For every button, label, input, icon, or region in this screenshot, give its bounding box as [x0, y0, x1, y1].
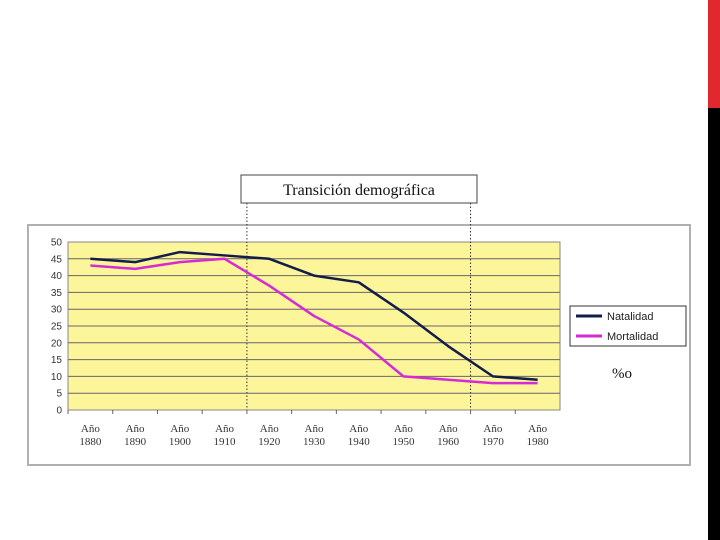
x-tick-label: Año 1890	[124, 423, 147, 448]
y-axis-ticks: 0 5 10 15 20 25 30 35 40 45 50	[51, 238, 63, 417]
series-line-natalidad	[90, 250, 538, 382]
right-edge-accent	[708, 0, 720, 108]
x-tick-label: Año 1910	[214, 423, 237, 448]
legend	[569, 305, 687, 347]
x-axis-ticks: Año 1880 Año 1890 Año 1900 Año 1910 Año 1920 Año 19…	[67, 410, 550, 448]
x-tick-label: Año 1960	[437, 423, 460, 448]
phase-markers	[246, 203, 472, 410]
x-tick-label: Año 1950	[392, 423, 415, 448]
x-tick-label: Año 1940	[348, 423, 371, 448]
y-tick-label: 30	[51, 305, 63, 316]
x-tick-label: Año 1970	[482, 423, 505, 448]
y-tick-label: 0	[56, 406, 62, 417]
y-tick-label: 50	[51, 238, 63, 249]
x-tick-label: Año 1980	[527, 423, 550, 448]
chart-title: Transición demográfica	[283, 182, 435, 199]
right-edge-bar	[708, 0, 720, 540]
series-line-mortalidad	[90, 257, 538, 385]
x-tick-label: Año 1920	[258, 423, 281, 448]
x-tick-label: Año 1880	[79, 423, 102, 448]
y-tick-label: 35	[51, 288, 63, 299]
chart-title-box	[240, 174, 478, 204]
series-lines	[90, 250, 538, 385]
unit-label: %o	[612, 366, 632, 382]
legend-label-mortalidad: Mortalidad	[607, 331, 658, 343]
x-tick-label: Año 1900	[169, 423, 192, 448]
y-tick-label: 10	[51, 372, 63, 383]
y-tick-label: 20	[51, 338, 63, 349]
legend-label-natalidad: Natalidad	[607, 311, 653, 323]
y-tick-label: 5	[56, 389, 62, 400]
x-tick-label: Año 1930	[303, 423, 326, 448]
y-tick-label: 45	[51, 254, 63, 265]
y-tick-label: 25	[51, 322, 63, 333]
y-tick-label: 15	[51, 355, 63, 366]
y-tick-label: 40	[51, 271, 63, 282]
